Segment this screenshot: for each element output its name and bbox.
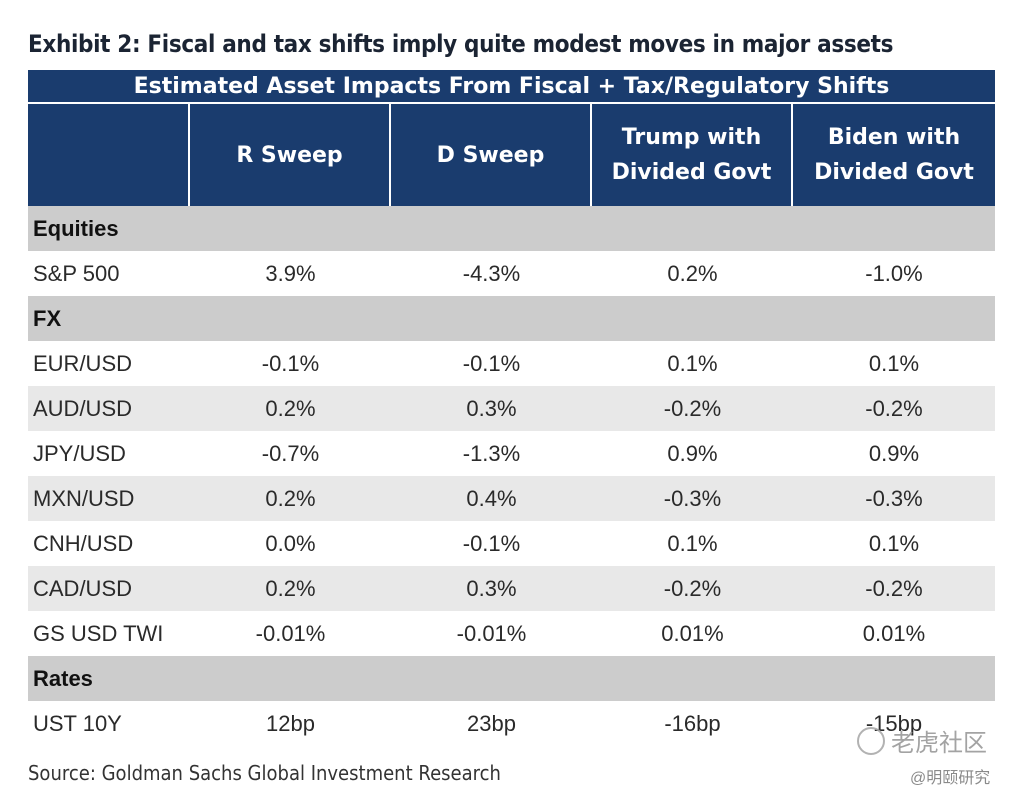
- cell-value: 0.1%: [667, 530, 718, 556]
- cell-value: 12bp: [266, 710, 315, 736]
- row-label: CNH/USD: [33, 530, 134, 556]
- cell-value: -1.0%: [865, 260, 923, 286]
- cell-value: 0.0%: [265, 530, 316, 556]
- cell-value: 0.2%: [667, 260, 718, 286]
- section-label: Rates: [33, 665, 93, 691]
- row-label: EUR/USD: [33, 350, 133, 376]
- cell-value: 0.1%: [667, 350, 718, 376]
- cell-value: -0.1%: [462, 530, 521, 556]
- cell-value: -0.1%: [462, 350, 521, 376]
- cell-value: -0.2%: [663, 395, 722, 421]
- column-header-biden-divided: Biden with Divided Govt: [793, 104, 995, 206]
- watermark-primary: 老虎社区: [857, 723, 987, 758]
- source-note: Source: Goldman Sachs Global Investment …: [28, 761, 501, 785]
- exhibit-title: Exhibit 2: Fiscal and tax shifts imply q…: [28, 30, 894, 58]
- row-label: GS USD TWI: [33, 620, 164, 646]
- cell-value: 0.2%: [265, 395, 316, 421]
- section-row-equities: Equities: [28, 206, 995, 251]
- cell-value: 0.01%: [862, 620, 926, 646]
- cell-value: -0.3%: [663, 485, 722, 511]
- tiger-logo-icon: [857, 726, 885, 755]
- cell-value: -0.2%: [865, 395, 923, 421]
- cell-value: 0.2%: [265, 575, 316, 601]
- table-row: GS USD TWI -0.01% -0.01% 0.01% 0.01%: [28, 611, 995, 656]
- cell-value: 0.3%: [466, 395, 517, 421]
- cell-value: 0.9%: [667, 440, 718, 466]
- cell-value: 0.9%: [868, 440, 920, 466]
- cell-value: -0.01%: [456, 620, 527, 646]
- table-row: CNH/USD 0.0% -0.1% 0.1% 0.1%: [28, 521, 995, 566]
- watermark-primary-text: 老虎社区: [891, 730, 987, 757]
- asset-impacts-table: Estimated Asset Impacts From Fiscal + Ta…: [28, 70, 995, 746]
- table-row: S&P 500 3.9% -4.3% 0.2% -1.0%: [28, 251, 995, 296]
- section-label: FX: [33, 305, 62, 331]
- table-row: AUD/USD 0.2% 0.3% -0.2% -0.2%: [28, 386, 995, 431]
- row-label: CAD/USD: [33, 575, 133, 601]
- row-label: UST 10Y: [33, 710, 122, 736]
- table-super-header: Estimated Asset Impacts From Fiscal + Ta…: [28, 70, 995, 104]
- cell-value: -1.3%: [462, 440, 521, 466]
- cell-value: -0.3%: [865, 485, 923, 511]
- column-header-trump-divided: Trump with Divided Govt: [592, 104, 793, 206]
- cell-value: 0.1%: [868, 350, 920, 376]
- table-row: EUR/USD -0.1% -0.1% 0.1% 0.1%: [28, 341, 995, 386]
- cell-value: -16bp: [664, 710, 721, 736]
- column-header-blank: [28, 104, 190, 206]
- cell-value: 0.4%: [466, 485, 517, 511]
- cell-value: 3.9%: [265, 260, 316, 286]
- cell-value: -0.01%: [255, 620, 326, 646]
- section-row-fx: FX: [28, 296, 995, 341]
- table-row: CAD/USD 0.2% 0.3% -0.2% -0.2%: [28, 566, 995, 611]
- cell-value: 0.3%: [466, 575, 517, 601]
- cell-value: -0.2%: [865, 575, 923, 601]
- cell-value: 0.1%: [868, 530, 920, 556]
- column-header-r-sweep: R Sweep: [190, 104, 391, 206]
- section-label: Equities: [33, 215, 119, 241]
- cell-value: 0.2%: [265, 485, 316, 511]
- table-row: UST 10Y 12bp 23bp -16bp -15bp: [28, 701, 995, 746]
- cell-value: -0.1%: [261, 350, 320, 376]
- column-header-d-sweep: D Sweep: [391, 104, 592, 206]
- cell-value: -0.7%: [261, 440, 320, 466]
- row-label: MXN/USD: [33, 485, 135, 511]
- row-label: JPY/USD: [33, 440, 126, 466]
- cell-value: 0.01%: [661, 620, 724, 646]
- table-row: MXN/USD 0.2% 0.4% -0.3% -0.3%: [28, 476, 995, 521]
- cell-value: 23bp: [467, 710, 516, 736]
- section-row-rates: Rates: [28, 656, 995, 701]
- column-header-row: R Sweep D Sweep Trump with Divided Govt …: [28, 104, 995, 206]
- table-row: JPY/USD -0.7% -1.3% 0.9% 0.9%: [28, 431, 995, 476]
- row-label: AUD/USD: [33, 395, 133, 421]
- cell-value: -4.3%: [462, 260, 521, 286]
- watermark-secondary: @明颐研究: [910, 770, 991, 787]
- cell-value: -0.2%: [663, 575, 722, 601]
- row-label: S&P 500: [33, 260, 120, 286]
